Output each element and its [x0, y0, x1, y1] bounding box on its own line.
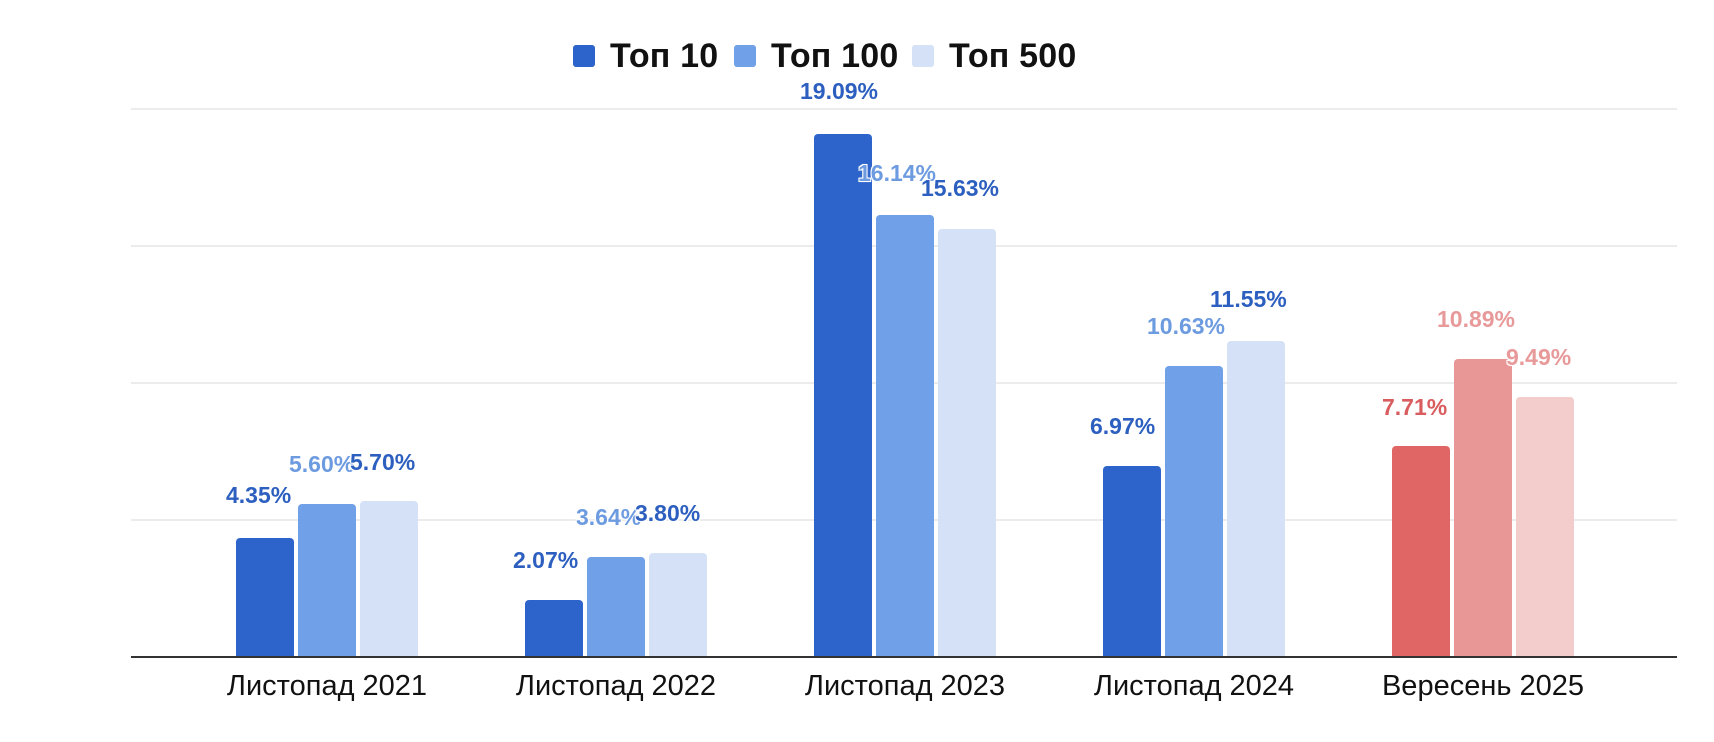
x-axis-tick-label: Листопад 2022 [515, 670, 717, 702]
value-label: 16.14% [858, 160, 937, 186]
value-label: 10.63% [1147, 313, 1226, 339]
chart-legend: Топ 10 Топ 100 Топ 500 [0, 34, 1714, 78]
legend-swatch-top10-icon [573, 45, 595, 67]
value-label: 3.64% [576, 504, 642, 530]
legend-swatch-top500-icon [912, 45, 934, 67]
bar-топ-100-0 [298, 503, 356, 657]
bar-топ-10-4 [1392, 445, 1450, 657]
x-axis-tick-label: Листопад 2024 [1093, 670, 1295, 702]
value-label: 19.09% [800, 78, 879, 104]
value-label: 7.71% [1382, 394, 1448, 420]
value-label: 2.07% [513, 547, 579, 573]
bar-топ-100-2 [876, 214, 934, 657]
bar-топ-500-4 [1516, 396, 1574, 657]
legend-label-top10: Топ 10 [610, 36, 719, 75]
value-label: 3.80% [635, 500, 701, 526]
bar-топ-10-2 [814, 133, 872, 657]
x-axis-tick-label: Листопад 2023 [804, 670, 1006, 702]
bar-топ-100-4 [1454, 358, 1512, 657]
value-label: 6.97% [1090, 413, 1156, 439]
bar-топ-10-0 [236, 537, 294, 657]
gridline [131, 108, 1677, 110]
bar-топ-500-3 [1227, 340, 1285, 657]
legend-swatch-top100-icon [734, 45, 756, 67]
bar-топ-500-0 [360, 500, 418, 657]
legend-label-top100: Топ 100 [771, 36, 899, 75]
value-label: 15.63% [921, 175, 1000, 201]
bar-топ-500-2 [938, 228, 996, 657]
legend-item-top10: Топ 10 [573, 34, 718, 78]
x-axis-line [131, 656, 1677, 658]
x-axis-tick-label: Листопад 2021 [226, 670, 428, 702]
value-label: 5.70% [350, 449, 416, 475]
x-axis-tick-label: Вересень 2025 [1381, 670, 1585, 702]
bar-топ-10-1 [525, 600, 583, 657]
value-label: 4.35% [226, 482, 292, 508]
value-label: 9.49% [1506, 344, 1572, 370]
legend-item-top100: Топ 100 [734, 34, 899, 78]
bar-топ-100-3 [1165, 365, 1223, 657]
bar-топ-10-3 [1103, 466, 1161, 657]
legend-item-top500: Топ 500 [912, 34, 1077, 78]
value-label: 5.60% [289, 451, 355, 477]
legend-label-top500: Топ 500 [949, 36, 1077, 75]
bar-топ-500-1 [649, 552, 707, 657]
bar-топ-100-1 [587, 557, 645, 657]
value-label: 10.89% [1437, 306, 1516, 332]
value-label: 11.55% [1210, 286, 1287, 312]
